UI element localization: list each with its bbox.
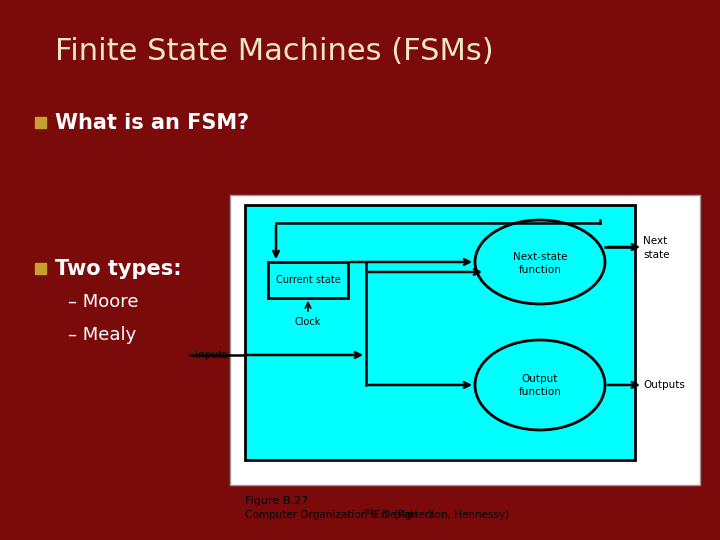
Text: Inputs: Inputs: [195, 350, 228, 360]
Text: Next-state: Next-state: [513, 252, 567, 262]
Text: function: function: [518, 265, 562, 275]
Bar: [35, 117, 46, 128]
Bar: [35, 263, 46, 274]
Bar: [245, 205, 635, 460]
Bar: [230, 195, 700, 485]
Text: Finite State Machines (FSMs): Finite State Machines (FSMs): [55, 37, 494, 66]
Ellipse shape: [475, 220, 605, 304]
Text: Figure B.27: Figure B.27: [245, 496, 308, 506]
Text: What is an FSM?: What is an FSM?: [55, 113, 249, 133]
Text: nd: nd: [363, 507, 373, 516]
Text: Current state: Current state: [276, 275, 341, 285]
Text: – Mealy: – Mealy: [68, 326, 136, 344]
Bar: [268, 262, 348, 298]
Text: Ed. (Patterson, Hennessy): Ed. (Patterson, Hennessy): [371, 510, 509, 520]
Ellipse shape: [475, 340, 605, 430]
Text: – Moore: – Moore: [68, 293, 138, 311]
Text: Clock: Clock: [294, 317, 321, 327]
Text: Next
state: Next state: [643, 237, 670, 260]
Text: Outputs: Outputs: [643, 380, 685, 390]
Text: function: function: [518, 387, 562, 397]
Text: Output: Output: [522, 374, 558, 384]
Text: Two types:: Two types:: [55, 259, 181, 279]
Text: Computer Organization & Design.  2: Computer Organization & Design. 2: [245, 510, 435, 520]
